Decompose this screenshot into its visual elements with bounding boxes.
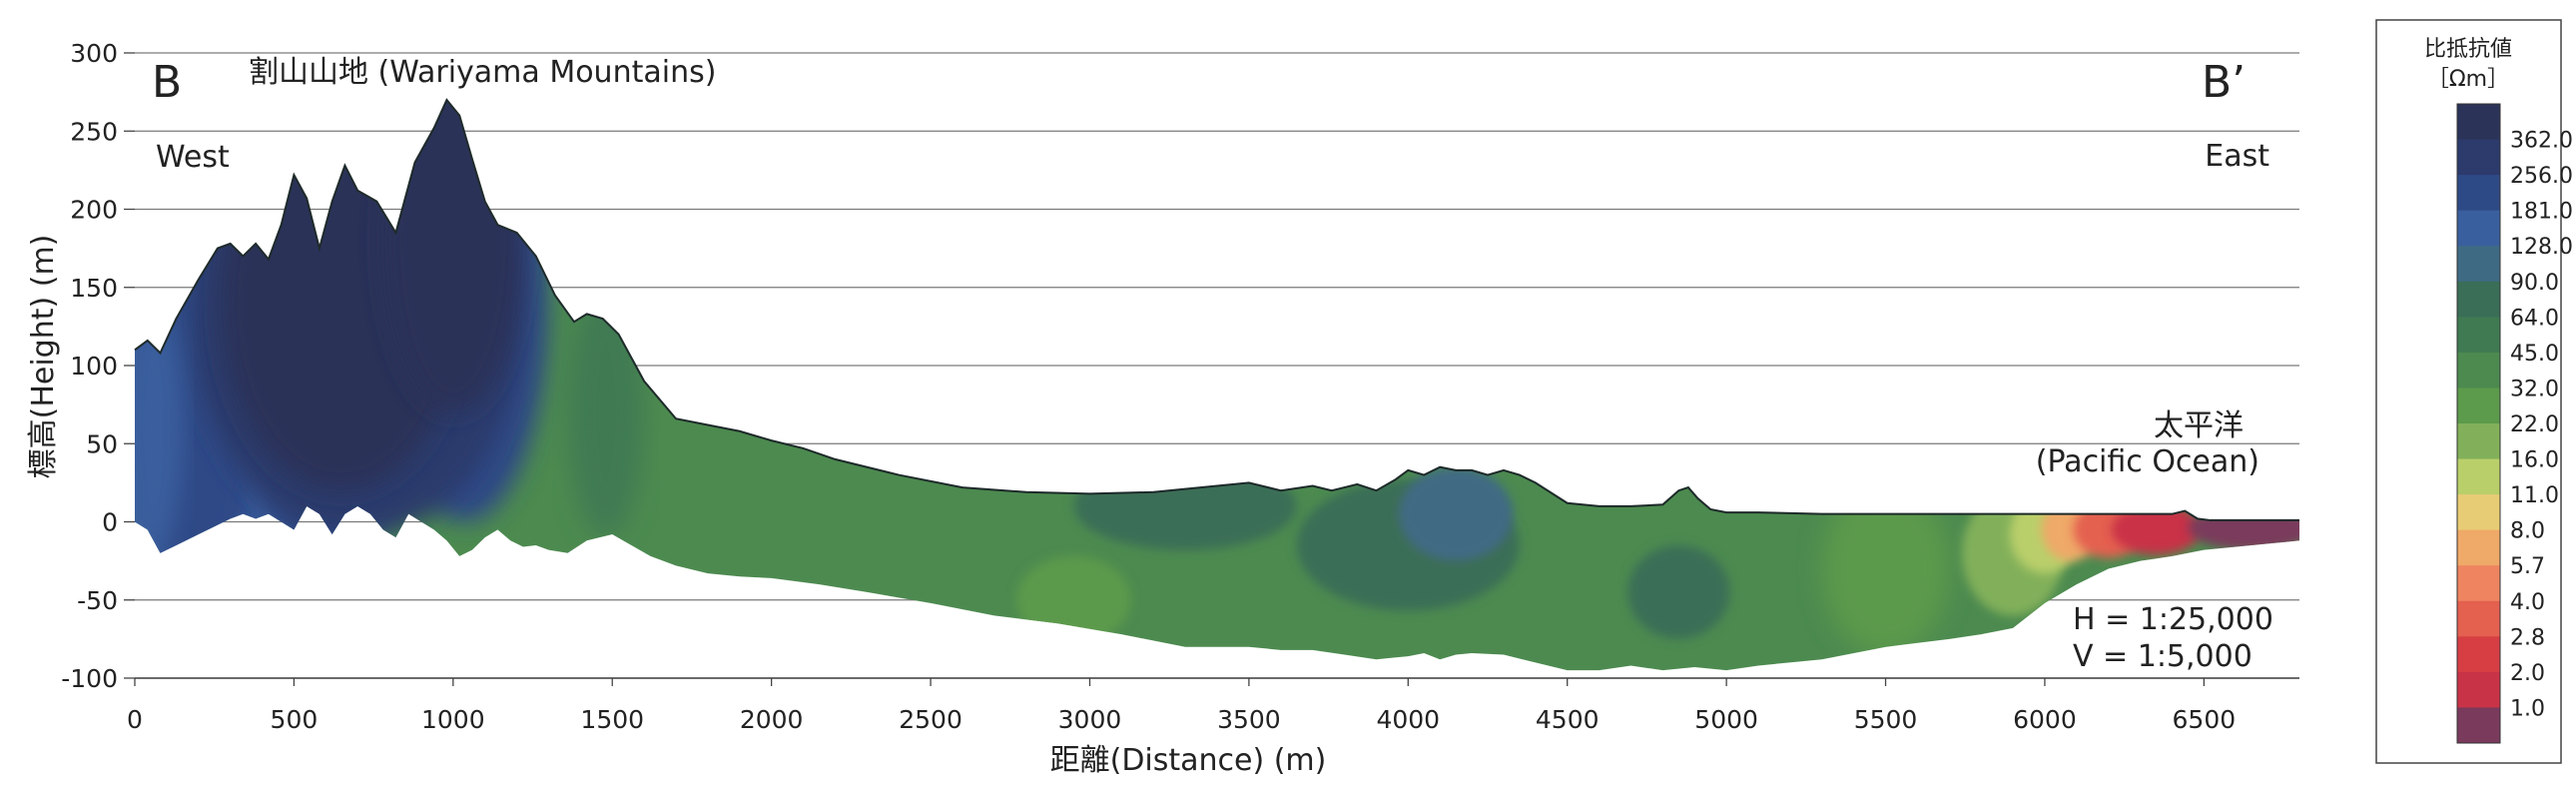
legend-swatch (2457, 494, 2500, 531)
legend-label: 256.0 (2510, 164, 2573, 189)
color-legend: 比抵抗値 ［Ωm］ 362.0 256.0 181.0 128.0 90.0 64.0 45… (2375, 19, 2573, 764)
x-tick-label: 6500 (2173, 705, 2237, 734)
legend-label: 32.0 (2510, 377, 2559, 401)
y-tick-label: 50 (86, 429, 118, 458)
legend-swatch (2457, 175, 2500, 212)
x-tick-label: 0 (127, 705, 143, 734)
legend-labels: 362.0 256.0 181.0 128.0 90.0 64.0 45.0 32.0 22.0… (2510, 129, 2573, 722)
corner-label-left: B (152, 57, 182, 108)
legend-swatch (2457, 707, 2500, 744)
legend-swatch (2457, 246, 2500, 283)
legend-swatch (2457, 388, 2500, 424)
y-tick-label: 200 (70, 196, 118, 225)
scale-vertical: V = 1:5,000 (2073, 639, 2253, 674)
y-tick-label: -50 (77, 586, 118, 615)
x-tick-label: 5000 (1694, 705, 1758, 734)
y-tick-label: -100 (61, 664, 118, 693)
x-tick-label: 5500 (1854, 705, 1918, 734)
resistivity-zone (2188, 505, 2299, 550)
legend-swatch (2457, 529, 2500, 566)
scale-horizontal: H = 1:25,000 (2073, 602, 2273, 637)
legend-swatch (2457, 458, 2500, 495)
legend-swatch (2457, 423, 2500, 460)
ocean-label-en: (Pacific Ocean) (2036, 444, 2259, 479)
x-tick-label: 6000 (2013, 705, 2077, 734)
legend-swatch (2457, 317, 2500, 354)
y-axis-title: 標高(Height) (m) (26, 235, 61, 479)
mountain-label: 割山山地 (Wariyama Mountains) (249, 55, 716, 90)
legend-swatch (2457, 104, 2500, 141)
y-tick-label: 150 (70, 274, 118, 303)
legend-label: 8.0 (2510, 519, 2545, 544)
y-tick-label: 300 (70, 39, 118, 68)
legend-swatch (2457, 636, 2500, 673)
y-tick-label: 100 (70, 352, 118, 381)
resistivity-zone (135, 303, 183, 553)
resistivity-zone (1016, 555, 1131, 644)
legend-label: 1.0 (2510, 696, 2545, 721)
x-tick-label: 2000 (740, 705, 804, 734)
legend-label: 2.0 (2510, 661, 2545, 686)
legend-label: 22.0 (2510, 412, 2559, 437)
resistivity-zone (382, 99, 523, 412)
resistivity-section (134, 98, 2299, 671)
x-tick-label: 2500 (899, 705, 963, 734)
legend-label: 16.0 (2510, 448, 2559, 473)
legend-swatch (2457, 600, 2500, 637)
legend-label: 4.0 (2510, 590, 2545, 615)
legend-label: 2.8 (2510, 625, 2545, 650)
surface-outline (134, 98, 2299, 521)
x-tick-label: 3500 (1217, 705, 1281, 734)
legend-label: 362.0 (2510, 129, 2573, 154)
legend-title: 比抵抗値 (2424, 37, 2512, 62)
legend-label: 128.0 (2510, 235, 2573, 260)
legend-swatch (2457, 281, 2500, 318)
ocean-label-jp: 太平洋 (2154, 408, 2244, 443)
x-axis-ticks: 0 500 1000 1500 2000 2500 3000 3500 4000 4500 5000… (127, 678, 2236, 734)
x-tick-label: 4500 (1536, 705, 1600, 734)
resistivity-zone (2111, 504, 2202, 555)
legend-label: 11.0 (2510, 483, 2559, 508)
legend-swatch (2457, 671, 2500, 708)
x-axis-title: 距離(Distance) (m) (1050, 743, 1327, 778)
side-label-west: West (156, 140, 230, 175)
legend-label: 64.0 (2510, 306, 2559, 331)
resistivity-zone (1821, 482, 1950, 655)
legend-label: 5.7 (2510, 554, 2545, 579)
legend-label: 181.0 (2510, 200, 2573, 225)
x-tick-label: 1500 (580, 705, 644, 734)
legend-label: 45.0 (2510, 342, 2559, 367)
resistivity-zone (567, 287, 645, 538)
y-axis-ticks: 300 250 200 150 100 50 0 -50 -100 (61, 39, 135, 693)
corner-label-right: B’ (2202, 57, 2246, 108)
legend-bar-border (2456, 103, 2501, 744)
legend-swatch (2457, 139, 2500, 176)
y-tick-label: 250 (70, 117, 118, 146)
legend-swatch (2457, 210, 2500, 247)
legend-swatch (2457, 352, 2500, 389)
resistivity-zone (1627, 544, 1730, 639)
legend-swatch (2457, 565, 2500, 602)
legend-label: 90.0 (2510, 271, 2559, 296)
x-tick-label: 3000 (1058, 705, 1122, 734)
section-base-fill (135, 99, 2299, 671)
x-tick-label: 1000 (421, 705, 485, 734)
legend-unit: ［Ωm］ (2427, 67, 2509, 92)
side-label-east: East (2205, 139, 2269, 174)
legend-color-bar (2456, 103, 2501, 744)
resistivity-zone (1398, 466, 1514, 561)
y-tick-label: 0 (102, 508, 118, 537)
resistivity-zone (1073, 462, 1297, 550)
x-tick-label: 500 (271, 705, 319, 734)
x-tick-label: 4000 (1376, 705, 1440, 734)
